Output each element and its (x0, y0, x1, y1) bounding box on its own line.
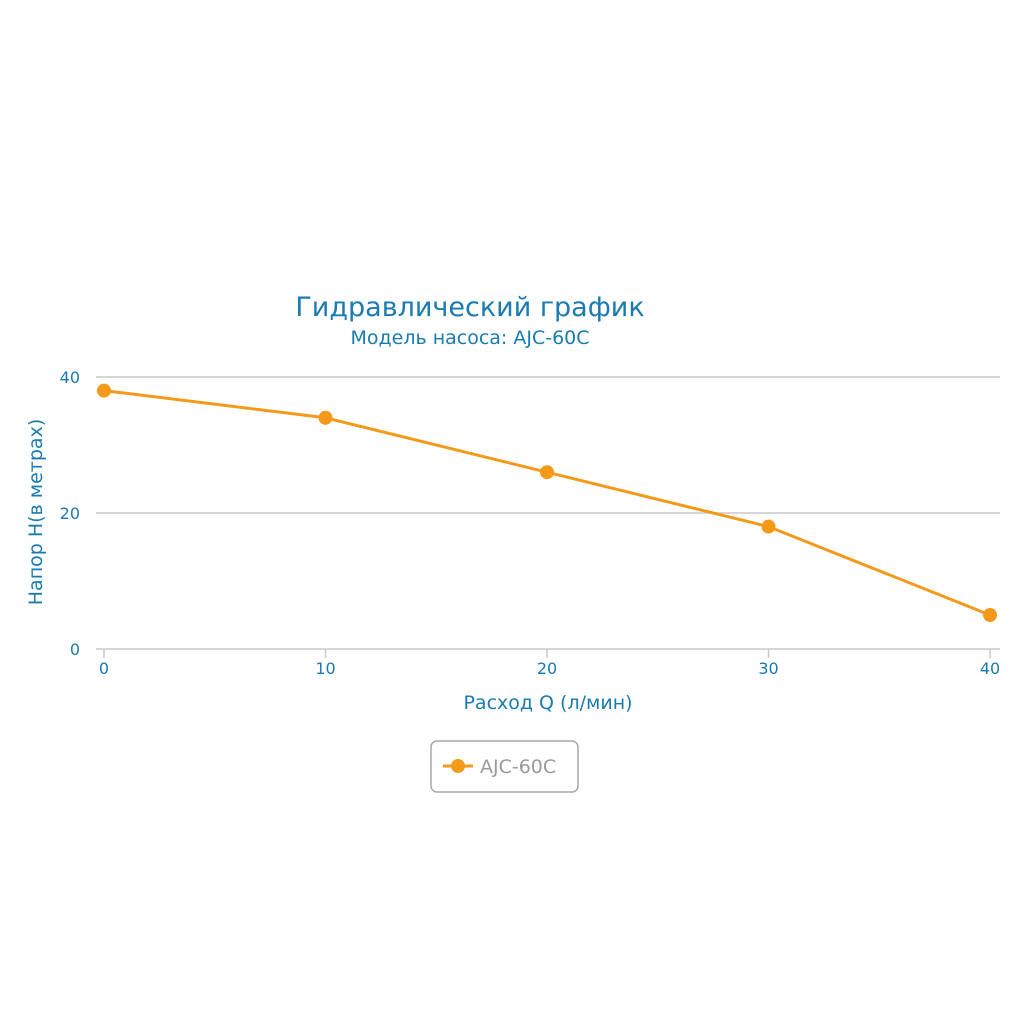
y-axis-ticks: 0 20 40 (60, 368, 80, 659)
chart-title: Гидравлический график (295, 292, 644, 323)
y-tick-label: 40 (60, 368, 80, 387)
data-point[interactable] (983, 608, 997, 622)
series-line (103, 389, 991, 617)
data-point[interactable] (97, 383, 111, 398)
data-point[interactable] (761, 519, 776, 534)
legend-label[interactable]: AJC-60C (480, 756, 556, 778)
x-tick-label: 0 (99, 659, 109, 678)
legend-marker-swatch (451, 759, 465, 773)
y-axis-label: Напор H(в метрах) (25, 419, 47, 605)
data-point[interactable] (540, 465, 554, 480)
gridlines (96, 376, 1000, 650)
x-tick-label: 20 (537, 659, 557, 678)
chart-subtitle: Модель насоса: AJC-60C (350, 327, 589, 349)
y-tick-label: 20 (60, 504, 80, 523)
series-ajc-60c (97, 383, 997, 622)
data-point[interactable] (318, 410, 333, 425)
chart-title-group: Гидравлический график Модель насоса: AJC… (295, 292, 644, 349)
x-axis-ticks: 0 10 20 30 40 (99, 649, 1000, 678)
y-tick-label: 0 (70, 640, 80, 659)
legend[interactable]: AJC-60C (430, 740, 579, 793)
x-axis-label: Расход Q (л/мин) (463, 692, 632, 714)
legend-box (430, 740, 579, 793)
x-tick-label: 40 (980, 659, 1000, 678)
x-tick-label: 30 (758, 659, 778, 678)
x-tick-label: 10 (315, 659, 335, 678)
